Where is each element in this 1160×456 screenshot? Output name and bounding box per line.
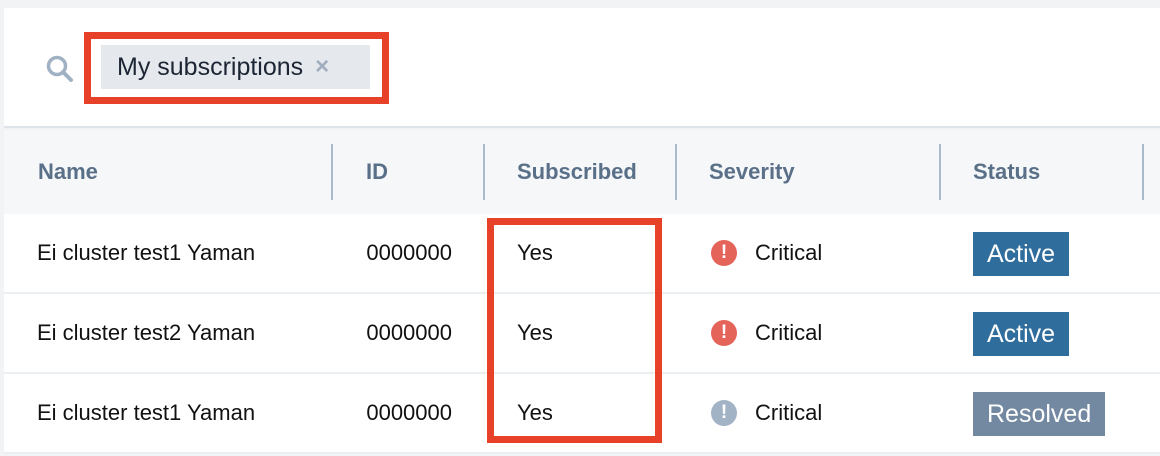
exclamation-circle-icon: ! <box>711 320 737 346</box>
highlight-box-subscribed <box>487 218 662 443</box>
column-divider[interactable] <box>483 144 485 200</box>
table-row[interactable]: Ei cluster test2 Yaman 000000000 Yes ! C… <box>4 294 1160 374</box>
column-header-id[interactable]: ID <box>366 159 388 184</box>
cell-id: 000000000 <box>366 214 452 292</box>
status-badge: Active <box>973 232 1070 277</box>
cell-id-text: 000000000 <box>366 240 452 265</box>
severity-label: Critical <box>755 400 823 425</box>
cell-subscribed: Yes <box>517 400 553 425</box>
cell-name[interactable]: Ei cluster test1 Yaman <box>37 240 256 265</box>
highlight-box-filter <box>84 32 389 104</box>
column-header-status[interactable]: Status <box>973 159 1041 184</box>
cell-id: 000000000 <box>366 294 452 372</box>
severity-label: Critical <box>755 320 823 345</box>
close-icon[interactable]: × <box>315 53 330 80</box>
cell-severity: ! Critical <box>711 214 822 292</box>
column-divider[interactable] <box>939 144 941 200</box>
cell-id: 000000000 <box>366 374 452 452</box>
cell-status: Active <box>973 294 1070 372</box>
cell-status: Resolved <box>973 374 1106 452</box>
column-header-subscribed[interactable]: Subscribed <box>517 159 637 184</box>
cell-severity: ! Critical <box>711 294 822 372</box>
cell-subscribed: Yes <box>517 240 553 265</box>
exclamation-circle-icon: ! <box>711 240 737 266</box>
cell-name[interactable]: Ei cluster test1 Yaman <box>37 400 256 425</box>
table-row[interactable]: Ei cluster test1 Yaman 000000000 Yes ! C… <box>4 214 1160 294</box>
cell-severity: ! Critical <box>711 374 822 452</box>
status-badge: Resolved <box>973 392 1106 437</box>
column-divider[interactable] <box>1142 144 1144 200</box>
column-header-name[interactable]: Name <box>38 159 98 184</box>
filter-chip-label: My subscriptions <box>117 52 304 81</box>
cell-subscribed: Yes <box>517 320 553 345</box>
cell-id-text: 000000000 <box>366 320 452 345</box>
column-header-severity[interactable]: Severity <box>709 159 795 184</box>
status-badge: Active <box>973 312 1070 357</box>
filter-chip-my-subscriptions[interactable]: My subscriptions × <box>101 45 370 89</box>
column-divider[interactable] <box>331 144 333 200</box>
cell-id-text: 000000000 <box>366 400 452 425</box>
table-header: Name ID Subscribed Severity Status <box>4 130 1160 214</box>
cell-status: Active <box>973 214 1070 292</box>
cell-name[interactable]: Ei cluster test2 Yaman <box>37 320 256 345</box>
search-icon[interactable] <box>45 55 75 83</box>
exclamation-circle-icon: ! <box>711 400 737 426</box>
search-bar: My subscriptions × <box>4 8 1160 128</box>
severity-label: Critical <box>755 240 823 265</box>
column-divider[interactable] <box>675 144 677 200</box>
